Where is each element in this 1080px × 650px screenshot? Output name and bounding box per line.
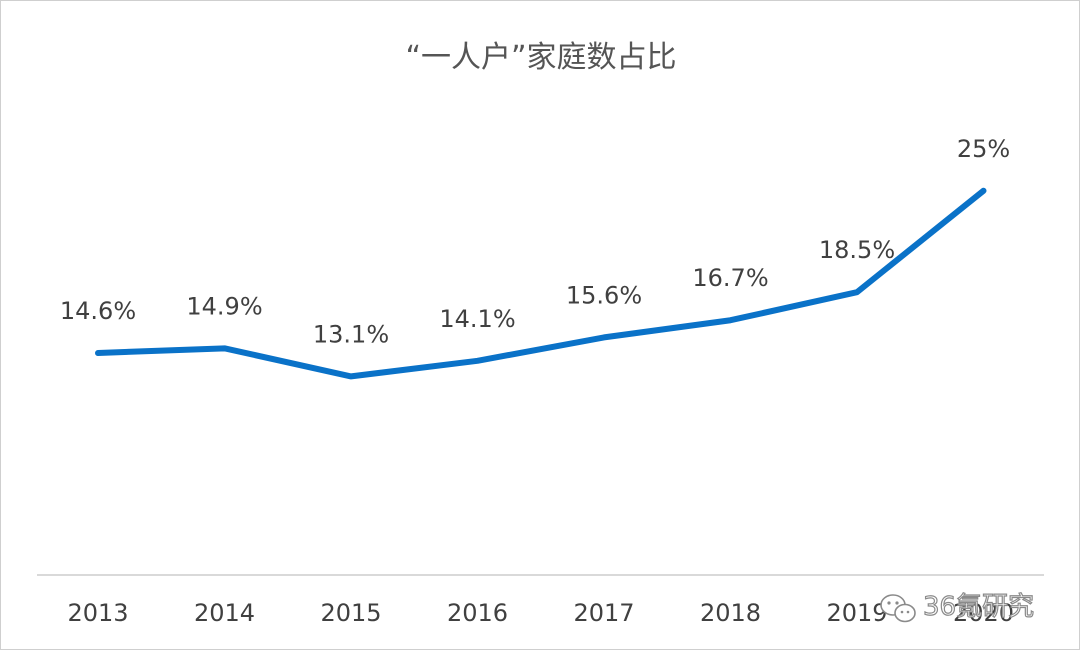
x-tick-label: 2015 [320,599,381,627]
data-point [348,373,354,379]
data-point [601,334,607,340]
chart-title: “一人户”家庭数占比 [405,40,676,75]
x-tick-label: 2017 [573,599,634,627]
data-label-layer: 14.6% 14.9% 13.1% 14.1% 15.6% 16.7% 18.5% 25% [60,135,1010,349]
x-tick-label: 2020 [953,599,1014,627]
x-tick-layer: 2013 2014 2015 2016 2017 2018 2019 2020 [67,599,1014,627]
series-line [95,187,987,380]
data-point [981,188,986,194]
x-tick-label: 2019 [826,599,887,627]
data-point [475,358,480,364]
data-label: 15.6% [566,281,642,309]
data-label: 14.6% [60,297,136,325]
data-label: 16.7% [692,264,768,292]
data-label: 13.1% [313,320,389,348]
x-tick-label: 2018 [700,599,761,627]
data-point [854,289,860,295]
series-layer [95,187,987,380]
data-label: 18.5% [819,236,895,264]
x-tick-label: 2014 [194,599,255,627]
data-label: 14.9% [186,292,262,320]
data-point [95,350,101,356]
data-point [728,317,733,323]
x-tick-label: 2016 [447,599,508,627]
data-label: 25% [957,135,1010,163]
x-tick-label: 2013 [67,599,128,627]
data-point [222,345,227,351]
watermark: 36氪研究 [880,591,1035,623]
data-label: 14.1% [439,305,515,333]
watermark-text: 36氪研究 [923,592,1034,622]
wechat-icon [880,594,916,623]
